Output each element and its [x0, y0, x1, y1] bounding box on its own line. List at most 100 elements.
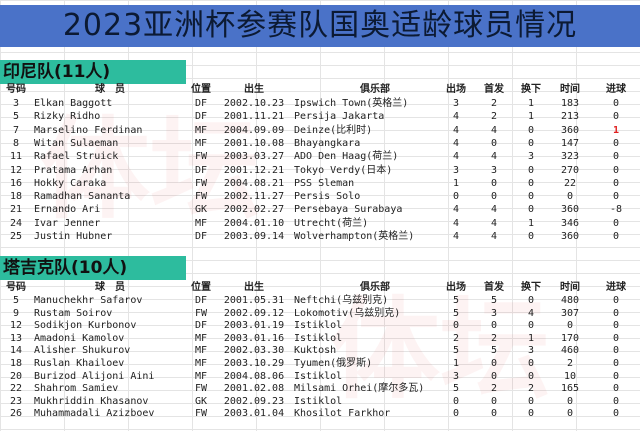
cell-goals: 0 [612, 231, 620, 242]
cell-subs: 3 [527, 345, 535, 357]
cell-mins: 170 [560, 332, 580, 344]
cell-birth: 2002.11.27 [223, 191, 285, 203]
cell-name: Rafael Struick [34, 151, 119, 163]
table-row: 7 Marselino Ferdinan MF 2004.09.09 Deinze(比利… [0, 124, 640, 137]
table-row: 3 Elkan Baggott DF 2002.10.23 Ipswich Town(英… [0, 97, 640, 110]
header-name: 球 员 [95, 84, 125, 95]
cell-club: Lokomotiv(乌兹别克) [294, 307, 401, 319]
cell-apps: 4 [452, 204, 460, 216]
cell-mins: 0 [566, 408, 574, 420]
cell-apps: 5 [452, 295, 460, 306]
cell-num: 12 [9, 320, 23, 332]
cell-mins: 346 [560, 217, 580, 229]
cell-pos: FW [194, 383, 208, 395]
cell-apps: 4 [452, 111, 460, 123]
cell-apps: 4 [452, 231, 460, 242]
header-pos: 位置 [191, 84, 211, 95]
team-section-header: 塔吉克队(10人) [0, 256, 186, 280]
cell-birth: 2003.01.19 [223, 320, 285, 332]
header-apps: 出场 [446, 282, 466, 293]
cell-subs: 4 [527, 307, 535, 319]
cell-club: ADO Den Haag(荷兰) [294, 151, 399, 163]
cell-club: Istiklol [294, 370, 343, 382]
cell-club: Istiklol [294, 332, 343, 344]
cell-goals: 0 [612, 111, 620, 123]
cell-pos: DF [194, 98, 208, 109]
cell-name: Shahrom Samiev [34, 383, 119, 395]
cell-apps: 5 [452, 307, 460, 319]
cell-birth: 2002.10.23 [223, 98, 285, 109]
cell-starts: 0 [490, 408, 498, 420]
cell-subs: 0 [527, 358, 535, 369]
cell-num: 14 [9, 345, 23, 357]
table-row: 12 Pratama Arhan DF 2001.12.21 Tokyo Verdy(日… [0, 164, 640, 177]
cell-name: Burizod Alijoni Aini [34, 370, 155, 382]
cell-starts: 0 [490, 370, 498, 382]
cell-birth: 2004.09.09 [223, 124, 285, 136]
cell-subs: 3 [527, 151, 535, 163]
cell-club: Deinze(比利时) [294, 124, 373, 136]
cell-subs: 0 [527, 320, 535, 332]
cell-starts: 2 [490, 332, 498, 344]
cell-mins: 460 [560, 345, 580, 357]
cell-goals: 0 [612, 137, 620, 149]
cell-mins: 307 [560, 307, 580, 319]
header-club: 俱乐部 [360, 84, 390, 95]
cell-birth: 2004.08.06 [223, 370, 285, 382]
cell-goals: 0 [612, 177, 620, 189]
cell-birth: 2001.12.21 [223, 164, 285, 176]
cell-name: Witan Sulaeman [34, 137, 119, 149]
header-birth: 出生 [244, 282, 264, 293]
cell-goals: 0 [612, 395, 620, 407]
cell-apps: 3 [452, 98, 460, 109]
cell-club: PSS Sleman [294, 177, 355, 189]
cell-apps: 0 [452, 191, 460, 203]
header-subs: 换下 [521, 84, 541, 95]
cell-mins: 360 [560, 124, 580, 136]
table-row: 24 Ivar Jenner MF 2004.01.10 Utrecht(荷兰) 4 4 1 3… [0, 217, 640, 230]
table-row: 8 Witan Sulaeman MF 2001.10.08 Bhayangkara 4 0… [0, 137, 640, 150]
cell-apps: 2 [452, 332, 460, 344]
cell-pos: DF [194, 320, 208, 332]
table-row: 16 Hokky Caraka FW 2004.08.21 PSS Sleman 1 0 0 2… [0, 177, 640, 190]
cell-club: Istiklol [294, 395, 343, 407]
cell-name: Sodikjon Kurbonov [34, 320, 137, 332]
cell-mins: 323 [560, 151, 580, 163]
cell-subs: 0 [527, 231, 535, 242]
table-row: 22 Shahrom Samiev FW 2001.02.08 Milsami Orhe… [0, 382, 640, 395]
cell-starts: 0 [490, 137, 498, 149]
cell-name: Justin Hubner [34, 231, 113, 242]
cell-goals: 0 [612, 164, 620, 176]
cell-num: 3 [12, 98, 20, 109]
cell-subs: 0 [527, 204, 535, 216]
cell-goals: 0 [612, 217, 620, 229]
table-row: 5 Manuchekhr Safarov DF 2001.05.31 Neftchi(乌… [0, 294, 640, 307]
header-pos: 位置 [191, 282, 211, 293]
cell-name: Ramadhan Sananta [34, 191, 131, 203]
cell-starts: 4 [490, 204, 498, 216]
header-subs: 换下 [521, 282, 541, 293]
cell-num: 24 [9, 217, 23, 229]
cell-pos: DF [194, 164, 208, 176]
cell-subs: 0 [527, 191, 535, 203]
cell-club: Tokyo Verdy(日本) [294, 164, 393, 176]
cell-num: 13 [9, 332, 23, 344]
cell-num: 12 [9, 164, 23, 176]
cell-name: Elkan Baggott [34, 98, 113, 109]
table-row: 26 Muhammadali Azizboev FW 2003.01.04 Khosil… [0, 407, 640, 420]
cell-birth: 2002.03.30 [223, 345, 285, 357]
cell-pos: DF [194, 295, 208, 306]
cell-club: Utrecht(荷兰) [294, 217, 369, 229]
cell-apps: 0 [452, 320, 460, 332]
header-goals: 进球 [606, 84, 626, 95]
cell-pos: FW [194, 408, 208, 420]
cell-starts: 2 [490, 98, 498, 109]
cell-goals: 0 [612, 295, 620, 306]
cell-goals: 0 [612, 383, 620, 395]
table-header: 号码 球 员 位置 出生 俱乐部 出场 首发 换下 时间 进球 [0, 282, 640, 294]
cell-birth: 2002.09.23 [223, 395, 285, 407]
cell-starts: 0 [490, 358, 498, 369]
table-row: 13 Amadoni Kamolov MF 2003.01.16 Istiklol 2 2 1… [0, 332, 640, 345]
table-row: 5 Rizky Ridho DF 2001.11.21 Persija Jakarta 4… [0, 110, 640, 123]
cell-num: 22 [9, 383, 23, 395]
